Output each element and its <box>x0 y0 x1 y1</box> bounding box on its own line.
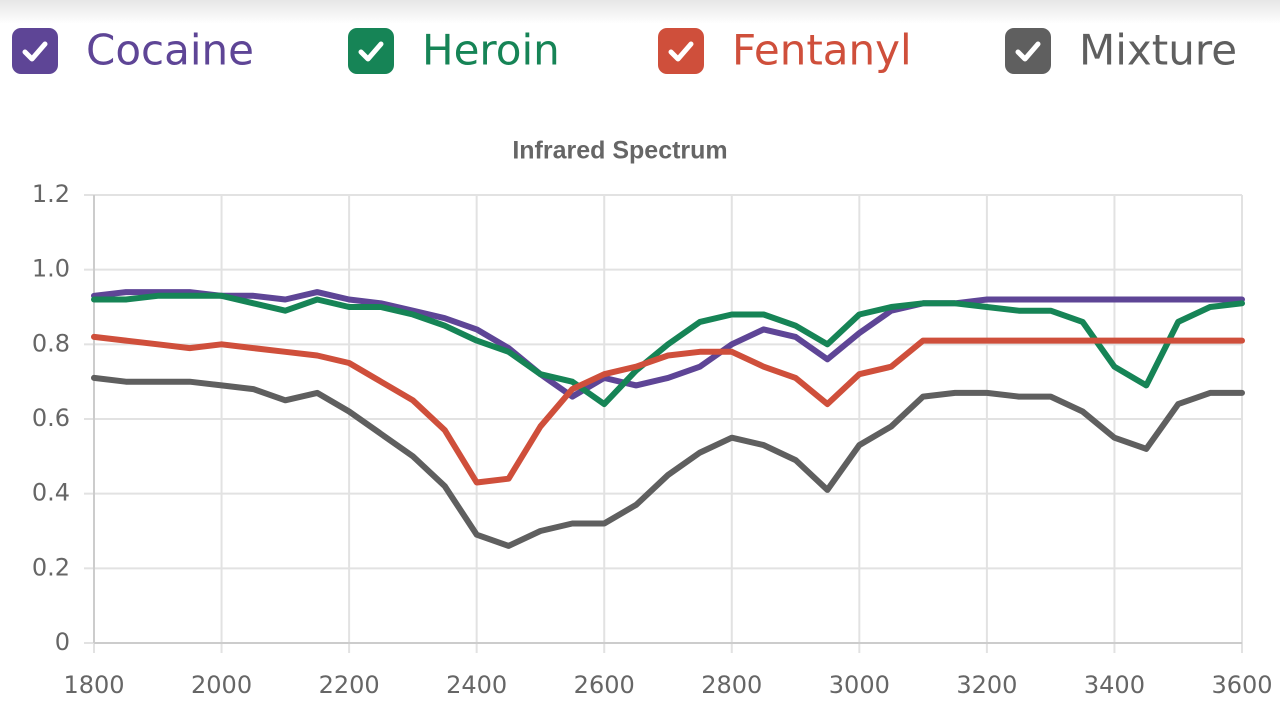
y-tick-label: 1.2 <box>32 180 70 208</box>
series-line <box>91 289 1245 400</box>
legend-checkbox[interactable] <box>12 28 58 74</box>
y-tick-label: 0.8 <box>32 329 70 357</box>
legend-label[interactable]: Mixture <box>1079 26 1237 75</box>
y-tick-label: 1.0 <box>32 255 70 283</box>
y-tick-label: 0.6 <box>32 404 70 432</box>
x-tick-label: 3000 <box>829 671 890 699</box>
legend-item[interactable]: Cocaine <box>12 26 254 75</box>
legend-label[interactable]: Heroin <box>422 26 560 75</box>
legend-label[interactable]: Fentanyl <box>732 26 912 75</box>
top-shade <box>0 0 1280 24</box>
y-tick-label: 0 <box>55 628 70 656</box>
x-tick-label: 3400 <box>1084 671 1145 699</box>
lines <box>91 289 1245 549</box>
x-tick-label: 3200 <box>956 671 1017 699</box>
check-icon <box>22 41 48 62</box>
check-icon <box>668 41 694 62</box>
chart-title: Infrared Spectrum <box>512 137 727 165</box>
grid: 0 0.2 0.4 0.6 1.0 0.8 1.2 1800 2000 2200 2400 2600 2… <box>32 180 1273 699</box>
x-tick-label: 1800 <box>63 671 124 699</box>
x-tick-label: 2000 <box>191 671 252 699</box>
legend-item[interactable]: Fentanyl <box>658 26 912 75</box>
legend-label[interactable]: Cocaine <box>86 26 254 75</box>
x-tick-label: 2600 <box>574 671 635 699</box>
legend-checkbox[interactable] <box>348 28 394 74</box>
x-tick-label: 2400 <box>446 671 507 699</box>
series-line <box>91 292 1245 408</box>
legend: Cocaine Heroin Fentanyl Mixture <box>12 26 1237 75</box>
series-line <box>91 333 1245 486</box>
y-tick-label: 0.2 <box>32 553 70 581</box>
series-line <box>91 374 1245 549</box>
legend-checkbox[interactable] <box>658 28 704 74</box>
x-tick-label: 3600 <box>1211 671 1272 699</box>
legend-item[interactable]: Mixture <box>1005 26 1237 75</box>
check-icon <box>358 41 384 62</box>
x-tick-label: 2800 <box>701 671 762 699</box>
legend-checkbox[interactable] <box>1005 28 1051 74</box>
legend-item[interactable]: Heroin <box>348 26 560 75</box>
check-icon <box>1015 41 1041 62</box>
x-tick-label: 2200 <box>319 671 380 699</box>
y-tick-label: 0.4 <box>32 479 70 507</box>
